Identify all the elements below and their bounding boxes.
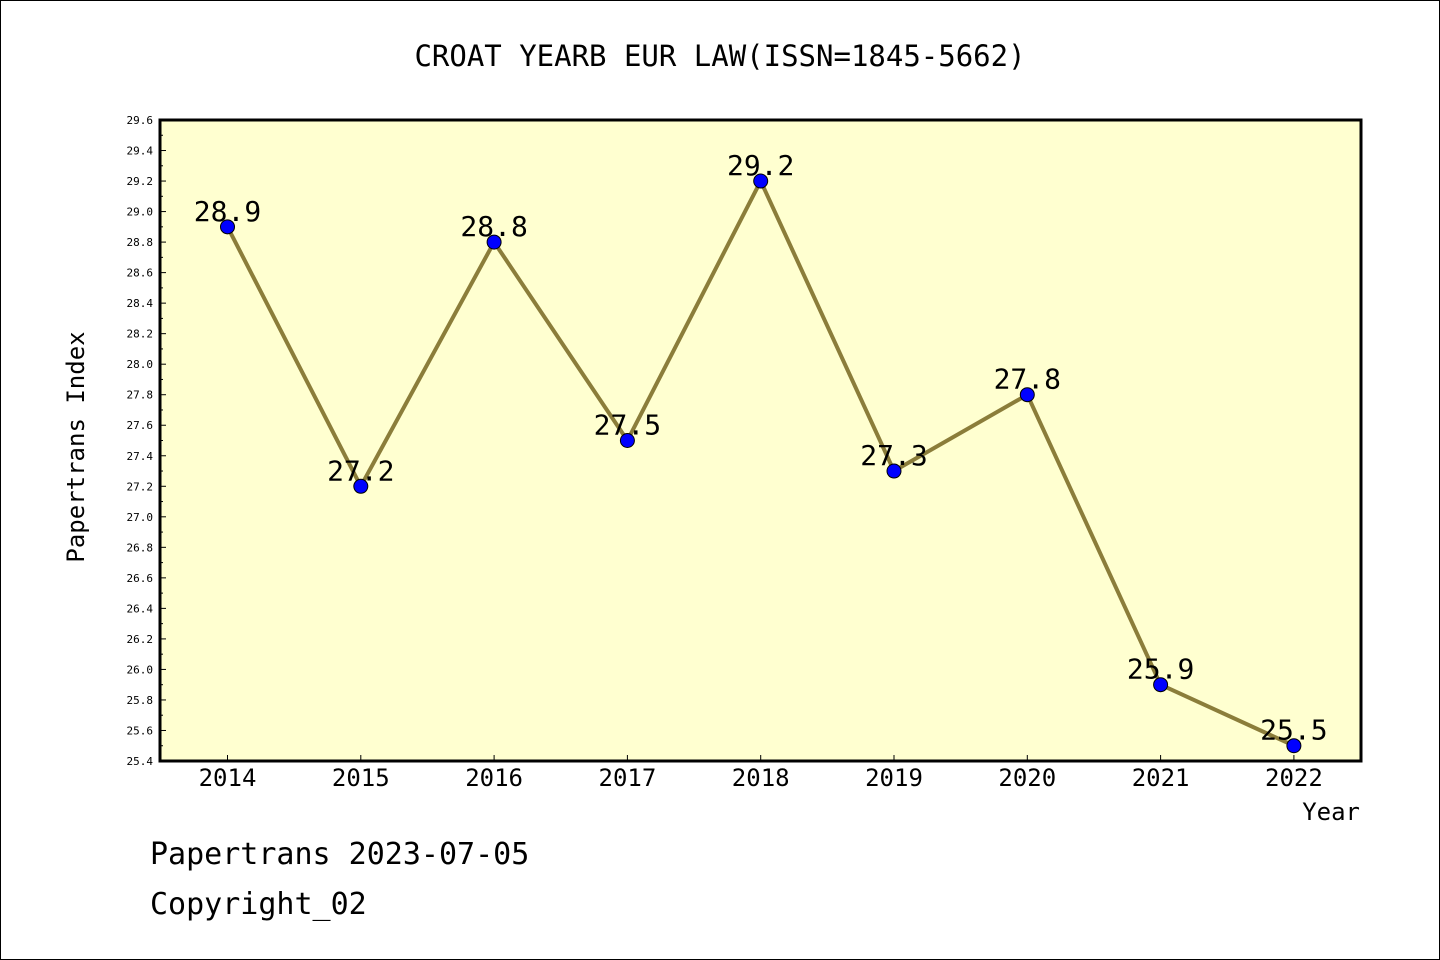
y-tick-label: 29.4: [127, 145, 154, 158]
x-axis-ticks: 2014 2015 2016 2017 2018 2019 2020 2021 2022: [199, 755, 1323, 792]
footer-copyright: Copyright_02: [150, 887, 367, 922]
x-tick-label: 2015: [332, 764, 390, 792]
data-label: 25.9: [1127, 653, 1194, 686]
data-labels: 28.9 27.2 28.8 27.5 29.2 27.3 27.8 25.9 25.5: [194, 149, 1328, 747]
data-label: 28.8: [460, 210, 527, 243]
x-axis-label: Year: [1302, 798, 1360, 826]
data-point: [1286, 738, 1302, 754]
x-tick-label: 2022: [1265, 764, 1323, 792]
y-tick-label: 27.4: [127, 450, 154, 463]
y-tick-label: 26.2: [127, 633, 154, 646]
y-tick-label: 25.8: [127, 694, 154, 707]
data-point: [486, 234, 502, 250]
data-label: 27.2: [327, 454, 394, 487]
y-tick-label: 26.0: [127, 663, 154, 676]
y-tick-label: 29.6: [127, 114, 154, 127]
y-tick-label: 27.6: [127, 419, 154, 432]
y-tick-label: 27.2: [127, 480, 154, 493]
y-axis-label: Papertrans Index: [62, 331, 90, 562]
plot-area: [158, 118, 1363, 763]
data-point: [619, 433, 635, 448]
y-tick-label: 26.4: [127, 602, 154, 615]
y-tick-label: 25.4: [127, 755, 154, 768]
y-tick-label: 29.0: [127, 206, 154, 219]
data-point: [1019, 387, 1035, 403]
y-tick-label: 27.0: [127, 511, 154, 524]
data-label: 28.9: [194, 195, 261, 228]
y-tick-label: 26.6: [127, 572, 154, 585]
x-tick-label: 2014: [199, 764, 257, 792]
x-tick-label: 2018: [732, 764, 790, 792]
footer-date: Papertrans 2023-07-05: [150, 837, 529, 872]
y-tick-label: 27.8: [127, 389, 154, 402]
x-tick-label: 2016: [465, 764, 523, 792]
y-tick-label: 26.8: [127, 541, 154, 554]
data-point: [1153, 677, 1169, 693]
data-label: 27.3: [860, 439, 927, 472]
data-label: 29.2: [727, 149, 794, 182]
data-point: [753, 173, 769, 189]
x-tick-label: 2021: [1132, 764, 1190, 792]
data-label: 25.5: [1260, 714, 1327, 747]
y-tick-label: 28.2: [127, 328, 154, 341]
chart-title: CROAT YEARB EUR LAW(ISSN=1845-5662): [414, 39, 1025, 73]
y-tick-label: 28.8: [127, 236, 154, 249]
y-tick-label: 28.4: [127, 297, 154, 310]
y-tick-label: 28.0: [127, 358, 154, 371]
y-tick-label: 25.6: [127, 724, 154, 737]
data-point: [886, 463, 902, 479]
y-tick-label: 29.2: [127, 175, 154, 188]
x-tick-label: 2019: [865, 764, 923, 792]
data-label: 27.5: [594, 409, 661, 442]
x-tick-label: 2020: [998, 764, 1056, 792]
series-markers: [220, 173, 1302, 754]
y-tick-label: 28.6: [127, 267, 154, 280]
data-label: 27.8: [994, 363, 1061, 396]
data-point: [220, 219, 235, 235]
y-axis-ticks: 25.4 25.6 25.8 26.0 26.2 26.4 26.6 26.8 27.0 27.2…: [127, 114, 166, 768]
x-tick-label: 2017: [599, 764, 657, 792]
data-point: [353, 478, 369, 494]
